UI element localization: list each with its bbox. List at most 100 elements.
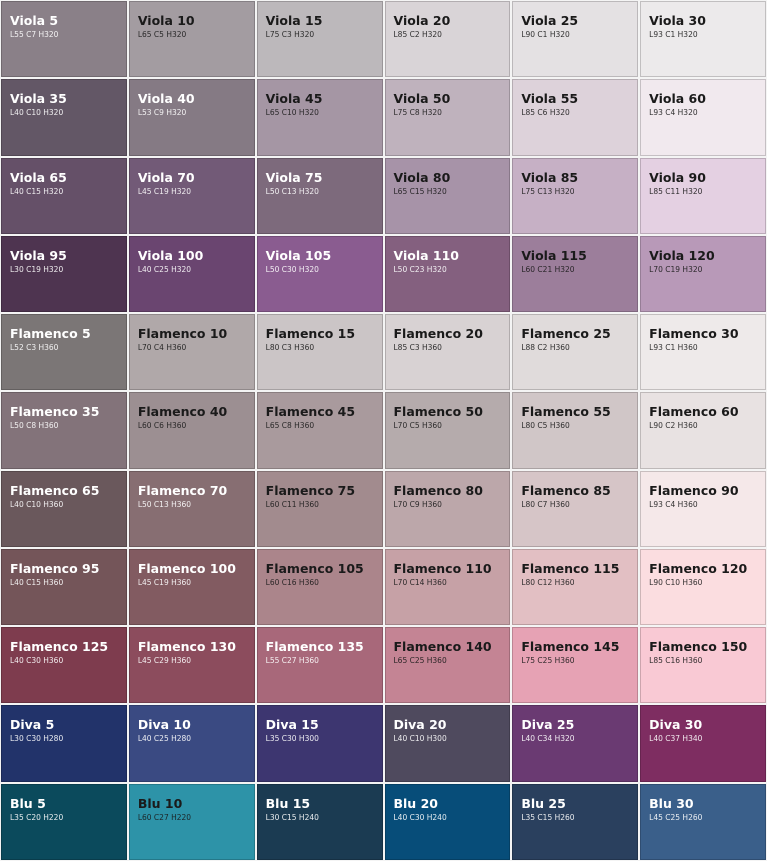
color-swatch: Blu 25 L35 C15 H260 bbox=[512, 783, 639, 860]
swatch-code: L75 C13 H320 bbox=[521, 186, 575, 196]
color-swatch: Viola 35 L40 C10 H320 bbox=[1, 79, 127, 156]
color-swatch: Viola 90 L85 C11 H320 bbox=[640, 157, 766, 234]
color-swatch: Viola 5 L55 C7 H320 bbox=[1, 1, 127, 78]
color-swatch: Flamenco 25 L88 C2 H360 bbox=[512, 314, 639, 391]
color-swatch: Blu 30 L45 C25 H260 bbox=[640, 783, 766, 860]
color-swatch: Viola 70 L45 C19 H320 bbox=[128, 157, 255, 234]
color-swatch: Flamenco 45 L65 C8 H360 bbox=[256, 392, 383, 469]
swatch-name: Flamenco 45 bbox=[265, 404, 356, 420]
swatch-name: Flamenco 145 bbox=[521, 639, 620, 655]
swatch-name: Flamenco 10 bbox=[137, 326, 228, 342]
swatch-code: L40 C30 H240 bbox=[393, 812, 447, 822]
swatch-name: Flamenco 40 bbox=[137, 404, 228, 420]
swatch-name: Flamenco 80 bbox=[393, 482, 483, 498]
swatch-code: L85 C16 H360 bbox=[649, 656, 703, 666]
swatch-code: L85 C11 H320 bbox=[649, 186, 703, 196]
swatch-name: Viola 35 bbox=[10, 91, 67, 107]
color-swatch: Flamenco 35 L50 C8 H360 bbox=[1, 392, 127, 469]
swatch-name: Viola 45 bbox=[265, 91, 323, 107]
color-swatch: Flamenco 90 L93 C4 H360 bbox=[640, 470, 766, 547]
swatch-name: Flamenco 85 bbox=[521, 482, 611, 498]
swatch-name: Viola 60 bbox=[649, 91, 706, 107]
swatch-name: Blu 10 bbox=[137, 795, 183, 811]
color-swatch: Flamenco 125 L40 C30 H360 bbox=[1, 627, 127, 704]
color-swatch: Viola 30 L93 C1 H320 bbox=[640, 1, 766, 78]
swatch-name: Diva 5 bbox=[10, 717, 55, 733]
swatch-code: L80 C3 H360 bbox=[265, 343, 315, 353]
color-swatch: Flamenco 40 L60 C6 H360 bbox=[128, 392, 255, 469]
swatch-name: Viola 75 bbox=[265, 169, 323, 185]
swatch-code: L70 C4 H360 bbox=[137, 343, 187, 353]
swatch-name: Viola 85 bbox=[521, 169, 579, 185]
swatch-name: Viola 20 bbox=[393, 13, 451, 28]
swatch-name: Blu 5 bbox=[10, 795, 46, 811]
swatch-name: Flamenco 65 bbox=[10, 482, 100, 498]
swatch-code: L70 C19 H320 bbox=[649, 264, 703, 274]
swatch-name: Flamenco 125 bbox=[10, 639, 109, 655]
swatch-code: L90 C10 H360 bbox=[649, 577, 703, 587]
swatch-code: L40 C10 H300 bbox=[393, 734, 447, 744]
color-swatch: Flamenco 95 L40 C15 H360 bbox=[1, 548, 127, 626]
swatch-name: Flamenco 15 bbox=[265, 326, 356, 342]
color-swatch: Viola 115 L60 C21 H320 bbox=[512, 235, 639, 313]
swatch-code: L90 C1 H320 bbox=[521, 30, 570, 39]
swatch-name: Viola 10 bbox=[137, 13, 195, 28]
swatch-name: Flamenco 95 bbox=[10, 560, 100, 576]
swatch-name: Viola 70 bbox=[137, 169, 195, 185]
color-swatch: Flamenco 75 L60 C11 H360 bbox=[256, 470, 383, 547]
swatch-code: L60 C6 H360 bbox=[137, 421, 187, 431]
swatch-code: L50 C23 H320 bbox=[393, 264, 447, 274]
swatch-name: Viola 30 bbox=[649, 13, 706, 28]
swatch-code: L45 C29 H360 bbox=[137, 656, 192, 666]
swatch-name: Blu 15 bbox=[265, 795, 311, 811]
swatch-code: L50 C13 H320 bbox=[265, 186, 319, 196]
swatch-name: Flamenco 90 bbox=[649, 482, 739, 498]
color-swatch: Blu 10 L60 C27 H220 bbox=[128, 783, 255, 860]
color-swatch: Flamenco 110 L70 C14 H360 bbox=[384, 548, 511, 626]
swatch-code: L35 C15 H260 bbox=[521, 812, 575, 822]
color-swatch: Viola 60 L93 C4 H320 bbox=[640, 79, 766, 156]
color-swatch: Flamenco 55 L80 C5 H360 bbox=[512, 392, 639, 469]
swatch-name: Flamenco 150 bbox=[649, 639, 748, 655]
color-swatch: Flamenco 5 L52 C3 H360 bbox=[1, 314, 127, 391]
color-swatch: Flamenco 120 L90 C10 H360 bbox=[640, 548, 766, 626]
swatch-name: Flamenco 20 bbox=[393, 326, 483, 342]
swatch-code: L60 C11 H360 bbox=[265, 499, 319, 509]
color-swatch: Flamenco 100 L45 C19 H360 bbox=[128, 548, 255, 626]
swatch-name: Viola 110 bbox=[393, 247, 460, 263]
color-swatch: Diva 30 L40 C37 H340 bbox=[640, 705, 766, 782]
swatch-name: Diva 20 bbox=[393, 717, 447, 733]
swatch-code: L80 C5 H360 bbox=[521, 421, 570, 431]
swatch-code: L35 C30 H300 bbox=[265, 734, 319, 744]
swatch-name: Blu 20 bbox=[393, 795, 438, 811]
swatch-name: Flamenco 140 bbox=[393, 639, 492, 655]
color-swatch: Viola 105 L50 C30 H320 bbox=[256, 235, 383, 313]
swatch-code: L65 C25 H360 bbox=[393, 656, 447, 666]
swatch-code: L93 C4 H360 bbox=[649, 499, 698, 509]
swatch-code: L60 C16 H360 bbox=[265, 577, 319, 587]
swatch-name: Viola 120 bbox=[649, 247, 715, 263]
color-swatch: Viola 55 L85 C6 H320 bbox=[512, 79, 639, 156]
color-swatch: Flamenco 60 L90 C2 H360 bbox=[640, 392, 766, 469]
color-swatch: Flamenco 130 L45 C29 H360 bbox=[128, 627, 255, 704]
swatch-code: L40 C25 H280 bbox=[137, 734, 192, 744]
color-swatch: Viola 95 L30 C19 H320 bbox=[1, 235, 127, 313]
swatch-name: Viola 25 bbox=[521, 13, 579, 28]
swatch-name: Viola 80 bbox=[393, 169, 451, 185]
swatch-name: Viola 115 bbox=[521, 247, 587, 263]
color-swatch: Viola 25 L90 C1 H320 bbox=[512, 1, 639, 78]
color-swatch: Viola 10 L65 C5 H320 bbox=[128, 1, 255, 78]
swatch-name: Flamenco 100 bbox=[137, 560, 236, 576]
swatch-code: L60 C27 H220 bbox=[137, 812, 192, 822]
color-swatch: Flamenco 50 L70 C5 H360 bbox=[384, 392, 511, 469]
color-swatch: Diva 5 L30 C30 H280 bbox=[1, 705, 127, 782]
swatch-code: L55 C7 H320 bbox=[10, 30, 59, 39]
swatch-code: L45 C19 H360 bbox=[137, 577, 192, 587]
swatch-code: L50 C8 H360 bbox=[10, 421, 59, 431]
color-swatch: Viola 20 L85 C2 H320 bbox=[384, 1, 511, 78]
color-swatch: Flamenco 20 L85 C3 H360 bbox=[384, 314, 511, 391]
swatch-name: Viola 40 bbox=[137, 91, 195, 107]
swatch-code: L65 C10 H320 bbox=[265, 108, 319, 118]
swatch-code: L40 C15 H360 bbox=[10, 577, 64, 587]
